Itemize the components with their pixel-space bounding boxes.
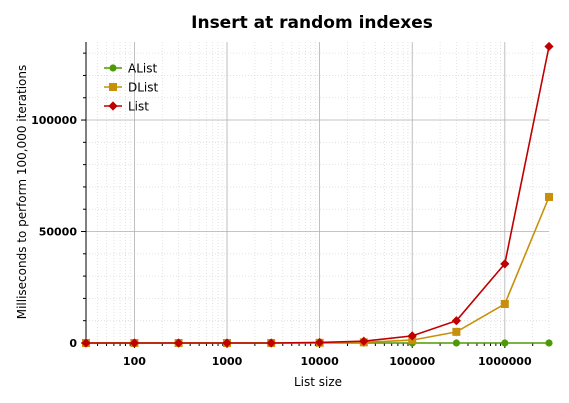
data-point-dlist — [500, 299, 509, 308]
chart-title: Insert at random indexes — [191, 13, 433, 33]
data-point-list — [407, 331, 417, 341]
data-point-alist — [545, 339, 553, 347]
data-point-dlist — [545, 192, 553, 201]
x-tick-label: 1000000 — [478, 355, 532, 368]
legend-label: DList — [128, 81, 159, 95]
x-tick-label: 100000 — [389, 355, 435, 368]
data-point-list — [451, 316, 461, 326]
legend-marker — [108, 101, 118, 111]
plot-area: 100 1000 10000 100000 1000000 0 50000 100000 AL… — [31, 41, 554, 368]
legend-item-alist: AList — [104, 62, 157, 76]
legend-label: List — [128, 100, 149, 114]
data-point-alist — [452, 339, 460, 347]
y-axis-label: Milliseconds to perform 100,000 iteratio… — [15, 65, 29, 320]
grid — [85, 42, 550, 344]
x-tick-label: 100 — [123, 355, 146, 368]
data-point-list — [129, 338, 140, 348]
x-tick-label: 10000 — [300, 355, 339, 368]
data-point-list — [266, 338, 276, 348]
series-list — [81, 41, 554, 348]
legend-item-dlist: DList — [104, 81, 159, 95]
legend-marker — [109, 64, 117, 72]
data-point-list — [81, 338, 91, 348]
data-point-list — [359, 336, 369, 346]
series-group — [81, 41, 554, 348]
y-tick-label: 50000 — [39, 226, 78, 239]
legend: AList DList List — [104, 62, 159, 114]
x-tick-label: 1000 — [212, 355, 243, 368]
plot-background — [86, 42, 549, 343]
x-axis-label: List size — [294, 375, 342, 389]
data-point-alist — [501, 339, 509, 347]
y-tick-label: 100000 — [31, 114, 77, 127]
legend-item-list: List — [104, 100, 149, 114]
data-point-list — [222, 338, 232, 348]
legend-label: AList — [128, 62, 157, 76]
data-point-list — [315, 337, 325, 348]
data-point-list — [174, 338, 184, 348]
data-point-list — [500, 259, 510, 269]
data-point-list — [544, 41, 554, 52]
data-point-dlist — [452, 327, 461, 336]
y-tick-label: 0 — [69, 337, 77, 350]
legend-marker — [109, 83, 117, 91]
